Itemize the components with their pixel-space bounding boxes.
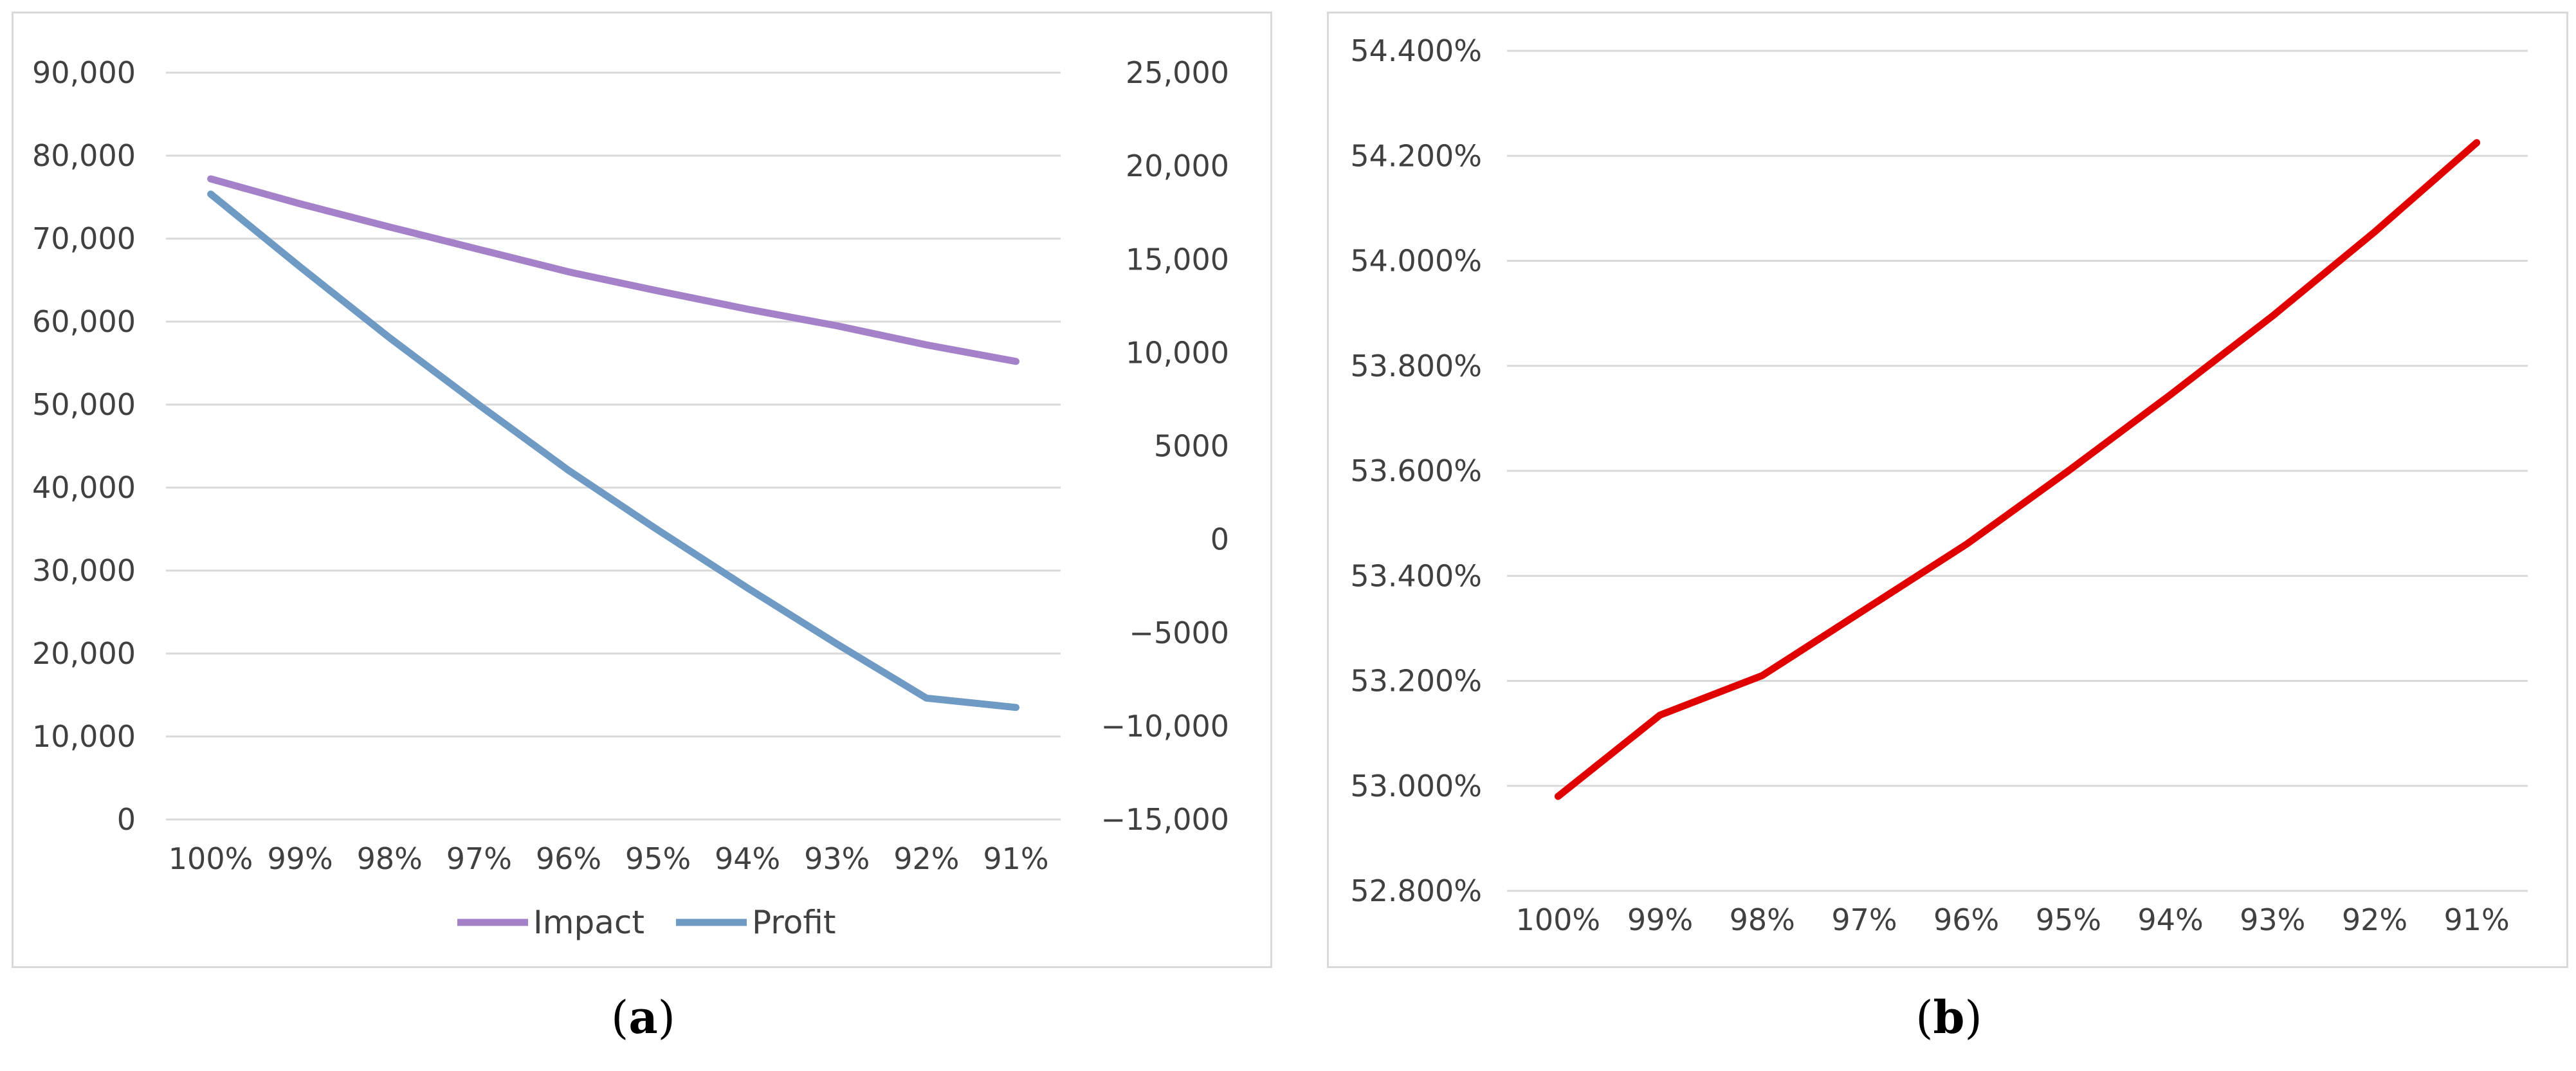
series-line-profit [207, 190, 1019, 711]
x-tick-label: 93% [804, 841, 870, 876]
y-right-tick-label: 10,000 [1126, 335, 1229, 370]
y-left-tick-label: 20,000 [32, 636, 136, 671]
y-right-tick-label: −15,000 [1101, 802, 1230, 837]
x-tick-label: 100% [1516, 902, 1601, 937]
x-tick-label: 94% [2137, 902, 2203, 937]
y-tick-label: 53.600% [1350, 453, 1482, 488]
x-tick-label: 95% [2036, 902, 2101, 937]
chart-panel-b: 52.800% 53.000% 53.200% 53.400% 53.600% 53.80… [1327, 12, 2568, 968]
y-right-tick-label: −5000 [1129, 616, 1229, 650]
y-tick-label: 52.800% [1350, 874, 1482, 908]
x-tick-label: 99% [268, 841, 333, 876]
y-left-tick-label: 50,000 [32, 387, 136, 422]
x-tick-label: 94% [715, 841, 780, 876]
x-tick-label: 96% [1933, 902, 1999, 937]
y-right-tick-label: 20,000 [1126, 149, 1229, 183]
caption-a: (a) [611, 991, 675, 1044]
y-right-tick-label: 15,000 [1126, 242, 1229, 277]
x-tick-label: 92% [893, 841, 959, 876]
x-tick-label: 98% [1730, 902, 1795, 937]
y-right-tick-label: −10,000 [1101, 709, 1230, 744]
x-tick-label: 95% [625, 841, 691, 876]
y-tick-label: 53.200% [1350, 664, 1482, 699]
y-tick-label: 54.400% [1350, 33, 1482, 68]
y-tick-label: 53.400% [1350, 558, 1482, 593]
y-left-tick-label: 80,000 [32, 138, 136, 173]
y-tick-label: 53.000% [1350, 769, 1482, 803]
x-tick-label: 91% [983, 841, 1048, 876]
y-right-tick-label: 0 [1210, 522, 1229, 557]
y-right-tick-label: 5000 [1154, 429, 1229, 464]
y-tick-label: 54.200% [1350, 138, 1482, 173]
y-right-tick-label: 25,000 [1126, 55, 1229, 90]
y-left-tick-label: 60,000 [32, 304, 136, 339]
ratio-chart: 52.800% 53.000% 53.200% 53.400% 53.600% 53.80… [1350, 33, 2528, 937]
y-left-tick-label: 40,000 [32, 470, 136, 505]
caption-b-label: b [1933, 991, 1965, 1044]
chart-panel-a: 0 10,000 20,000 30,000 40,000 50,000 60,000 70,… [12, 12, 1272, 968]
x-tick-label: 100% [169, 841, 253, 876]
x-tick-label: 97% [446, 841, 512, 876]
y-left-tick-label: 70,000 [32, 221, 136, 256]
legend-label-profit: Profit [752, 904, 836, 941]
caption-b: (b) [1915, 991, 1982, 1044]
impact-profit-chart: 0 10,000 20,000 30,000 40,000 50,000 60,000 70,… [32, 55, 1230, 941]
x-tick-label: 99% [1627, 902, 1693, 937]
x-tick-label: 97% [1831, 902, 1897, 937]
y-tick-label: 53.800% [1350, 349, 1482, 383]
y-left-tick-label: 10,000 [32, 719, 136, 754]
series-line-impact [207, 175, 1019, 365]
y-left-tick-label: 90,000 [32, 55, 136, 90]
y-left-tick-label: 0 [117, 802, 136, 837]
series-line [1554, 139, 2481, 800]
x-tick-label: 91% [2444, 902, 2510, 937]
y-left-tick-label: 30,000 [32, 553, 136, 588]
x-tick-label: 92% [2342, 902, 2407, 937]
x-tick-label: 98% [357, 841, 423, 876]
caption-a-label: a [628, 991, 658, 1044]
y-tick-label: 54.000% [1350, 244, 1482, 279]
x-tick-label: 96% [536, 841, 601, 876]
x-tick-label: 93% [2240, 902, 2305, 937]
legend-label-impact: Impact [533, 904, 644, 941]
